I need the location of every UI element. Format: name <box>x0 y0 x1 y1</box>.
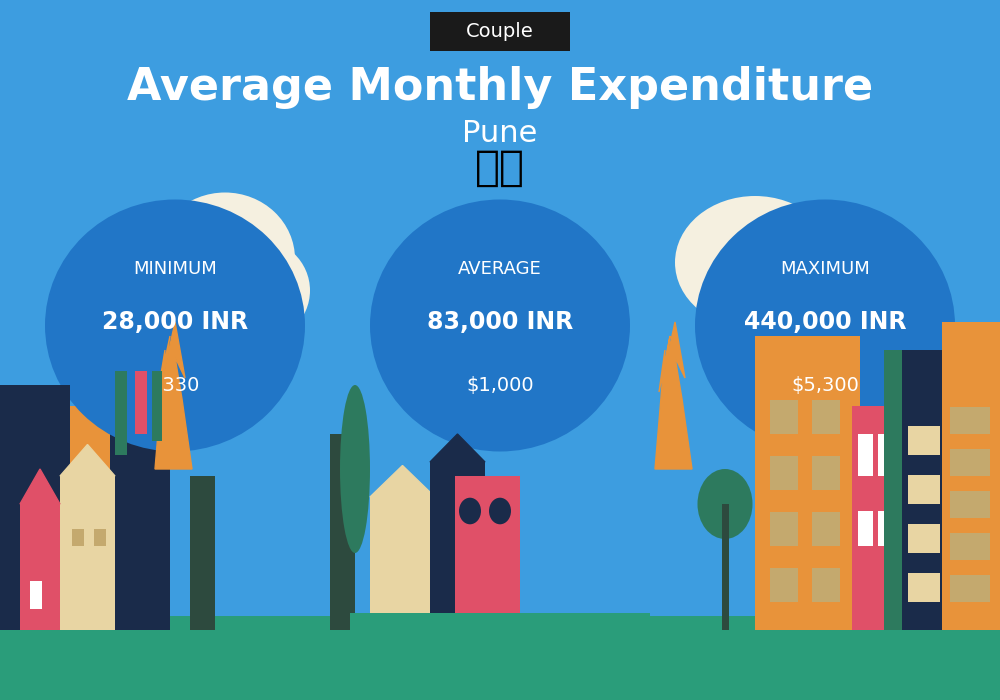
Bar <box>770 400 798 434</box>
Ellipse shape <box>710 245 840 350</box>
Ellipse shape <box>459 498 481 524</box>
Bar <box>878 511 893 546</box>
Bar <box>950 575 990 602</box>
Bar <box>152 371 162 441</box>
Bar <box>190 476 215 630</box>
Ellipse shape <box>675 196 835 329</box>
Text: AVERAGE: AVERAGE <box>458 260 542 279</box>
Bar <box>950 407 990 434</box>
Bar <box>722 504 729 630</box>
Text: MINIMUM: MINIMUM <box>133 260 217 279</box>
Bar <box>115 371 127 455</box>
Bar <box>770 456 798 490</box>
Bar <box>770 568 798 602</box>
Polygon shape <box>370 466 435 497</box>
Text: 83,000 INR: 83,000 INR <box>427 310 573 334</box>
Bar <box>950 449 990 476</box>
Bar <box>755 336 860 630</box>
Bar <box>350 612 650 630</box>
Text: $330: $330 <box>150 375 200 395</box>
Text: Pune: Pune <box>462 118 538 148</box>
Text: $1,000: $1,000 <box>466 375 534 395</box>
FancyBboxPatch shape <box>430 12 570 51</box>
Ellipse shape <box>489 498 511 524</box>
Text: Couple: Couple <box>466 22 534 41</box>
Bar <box>950 491 990 518</box>
Text: $5,300: $5,300 <box>791 375 859 395</box>
Ellipse shape <box>45 199 305 452</box>
Bar <box>908 475 940 504</box>
Bar <box>0 616 1000 700</box>
Bar <box>942 322 1000 630</box>
Text: 🇮🇳: 🇮🇳 <box>475 147 525 189</box>
Polygon shape <box>60 444 115 476</box>
Bar <box>72 528 84 546</box>
Ellipse shape <box>200 238 310 343</box>
Bar <box>0 385 70 630</box>
Bar <box>30 581 42 609</box>
Polygon shape <box>155 322 192 469</box>
Bar <box>908 524 940 553</box>
Bar <box>40 406 130 616</box>
Bar <box>884 350 902 630</box>
Ellipse shape <box>155 193 295 326</box>
Text: Average Monthly Expenditure: Average Monthly Expenditure <box>127 66 873 109</box>
Bar <box>858 434 873 476</box>
Bar <box>858 511 873 546</box>
Bar <box>370 497 435 630</box>
Bar <box>812 400 840 434</box>
Polygon shape <box>20 469 60 504</box>
Bar <box>812 568 840 602</box>
Bar <box>812 512 840 546</box>
Bar <box>852 406 902 630</box>
Polygon shape <box>430 434 485 462</box>
Text: MAXIMUM: MAXIMUM <box>780 260 870 279</box>
Bar <box>330 434 355 630</box>
Bar <box>878 434 893 476</box>
Text: 440,000 INR: 440,000 INR <box>744 310 906 334</box>
Ellipse shape <box>340 385 370 553</box>
Bar <box>430 462 485 630</box>
Bar <box>884 350 959 630</box>
Polygon shape <box>655 322 692 469</box>
Ellipse shape <box>698 469 753 539</box>
Bar <box>908 426 940 455</box>
Bar <box>770 512 798 546</box>
Ellipse shape <box>695 199 955 452</box>
Bar <box>110 406 170 630</box>
Bar <box>950 533 990 560</box>
Bar <box>455 476 520 630</box>
Bar <box>20 504 60 630</box>
Bar <box>135 371 147 434</box>
Bar <box>812 456 840 490</box>
Text: 28,000 INR: 28,000 INR <box>102 310 248 334</box>
Ellipse shape <box>370 199 630 452</box>
Bar <box>908 573 940 602</box>
Bar <box>94 528 106 546</box>
Bar <box>60 476 115 630</box>
